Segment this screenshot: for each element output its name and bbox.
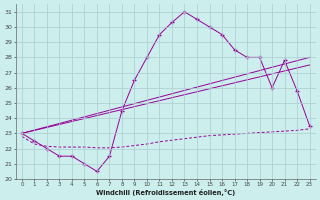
X-axis label: Windchill (Refroidissement éolien,°C): Windchill (Refroidissement éolien,°C) [96,189,236,196]
